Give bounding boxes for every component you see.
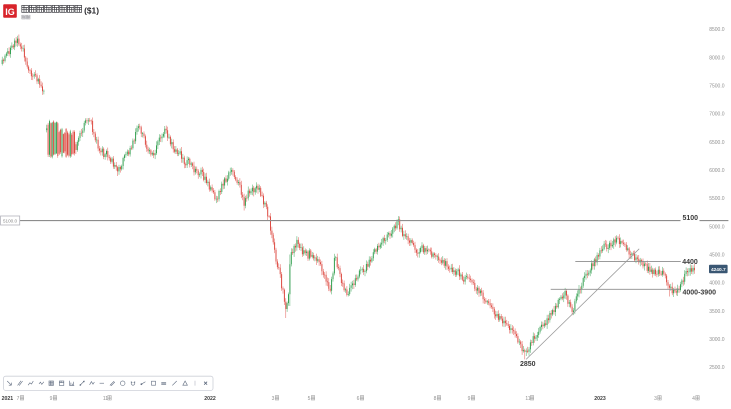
svg-text:8500.0: 8500.0: [709, 27, 725, 33]
svg-text:2850: 2850: [520, 361, 536, 368]
svg-text:9: 9: [50, 396, 53, 402]
svg-text:11: 11: [525, 396, 530, 402]
svg-text:4000-3900: 4000-3900: [683, 289, 717, 296]
svg-text:9: 9: [468, 396, 471, 402]
svg-text:8000.0: 8000.0: [709, 55, 725, 61]
svg-text:6500.0: 6500.0: [709, 140, 725, 146]
svg-text:3: 3: [272, 396, 275, 402]
svg-text:5100.0: 5100.0: [3, 218, 17, 223]
svg-text:7: 7: [17, 396, 20, 402]
svg-text:6000.0: 6000.0: [709, 168, 725, 174]
svg-text:4500.0: 4500.0: [709, 252, 725, 258]
svg-text:IG: IG: [5, 7, 15, 17]
svg-text:6: 6: [357, 396, 360, 402]
svg-text:7000.0: 7000.0: [709, 112, 725, 118]
svg-text:5500.0: 5500.0: [709, 196, 725, 202]
svg-text:5: 5: [308, 396, 311, 402]
svg-text:8: 8: [434, 396, 437, 402]
svg-text:7500.0: 7500.0: [709, 84, 725, 90]
svg-text:2500.0: 2500.0: [709, 365, 725, 371]
svg-text:5100: 5100: [683, 215, 699, 222]
svg-text:($1): ($1): [84, 5, 99, 15]
svg-text:3000.0: 3000.0: [709, 337, 725, 343]
svg-text:2022: 2022: [204, 396, 216, 402]
svg-text:2023: 2023: [594, 396, 606, 402]
svg-text:3500.0: 3500.0: [709, 309, 725, 315]
svg-text:3: 3: [654, 396, 657, 402]
svg-text:4: 4: [692, 396, 695, 402]
svg-text:4000.0: 4000.0: [709, 281, 725, 287]
svg-text:4240.7: 4240.7: [711, 267, 726, 273]
svg-text:5000.0: 5000.0: [709, 224, 725, 230]
svg-text:11: 11: [103, 396, 108, 402]
svg-text:4400: 4400: [682, 259, 698, 266]
svg-text:2021: 2021: [2, 396, 14, 402]
